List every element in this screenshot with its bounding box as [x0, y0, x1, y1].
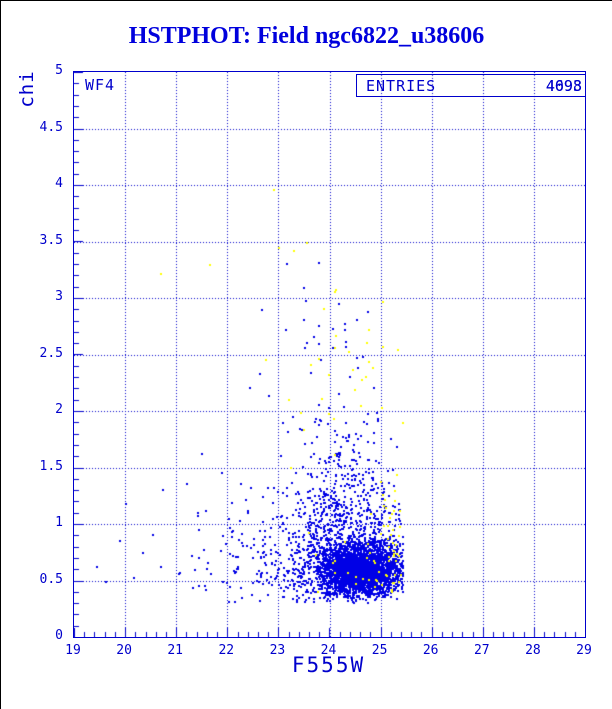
x-tick-label: 26	[422, 643, 439, 658]
y-tick-label: 2	[55, 402, 63, 417]
y-tick-label: 2.5	[39, 345, 63, 361]
plot-area: WF4 ENTRIES 4698 4093	[73, 71, 586, 638]
x-axis-label: F555W	[291, 653, 366, 677]
y-tick-label: 4.5	[39, 119, 63, 135]
scatter-canvas	[74, 72, 585, 637]
x-tick-label: 25	[371, 643, 388, 658]
y-tick-label: 1	[55, 515, 63, 530]
entries-stats-box: ENTRIES 4698 4093	[356, 74, 586, 97]
chart-title: HSTPHOT: Field ngc6822_u38606	[128, 23, 485, 49]
entries-value-primary: 4698	[545, 77, 582, 95]
entries-value-secondary: 4093	[545, 77, 582, 95]
x-tick-label: 29	[576, 643, 592, 658]
y-tick-label: 3	[55, 289, 63, 304]
y-tick-label: 1.5	[39, 458, 63, 474]
entries-label: ENTRIES	[366, 77, 437, 95]
y-tick-label: 5	[55, 63, 63, 78]
x-tick-label: 19	[65, 643, 81, 658]
y-tick-label: 3.5	[39, 232, 63, 248]
y-tick-label: 0.5	[39, 571, 63, 587]
y-tick-label: 0	[55, 628, 63, 643]
x-tick-label: 24	[320, 643, 337, 658]
x-tick-label: 23	[269, 643, 286, 658]
x-tick-label: 28	[525, 643, 541, 658]
x-tick-label: 20	[116, 643, 132, 658]
x-tick-label: 21	[167, 643, 184, 658]
x-tick-label: 22	[218, 643, 235, 658]
y-tick-label: 4	[55, 176, 63, 191]
camera-label: WF4	[85, 76, 116, 94]
x-tick-label: 27	[473, 643, 490, 658]
